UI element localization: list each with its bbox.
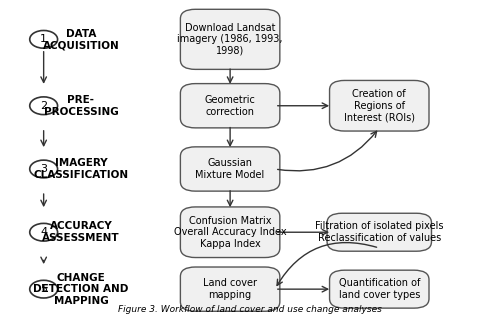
Text: Creation of
Regions of
Interest (ROIs): Creation of Regions of Interest (ROIs)	[344, 89, 415, 122]
Text: Gaussian
Mixture Model: Gaussian Mixture Model	[196, 158, 264, 180]
Text: Confusion Matrix
Overall Accuracy Index
Kappa Index: Confusion Matrix Overall Accuracy Index …	[174, 216, 286, 249]
FancyBboxPatch shape	[180, 84, 280, 128]
Text: CHANGE
DETECTION AND
MAPPING: CHANGE DETECTION AND MAPPING	[34, 272, 128, 306]
Text: ACCURACY
ASSESSMENT: ACCURACY ASSESSMENT	[42, 221, 120, 243]
Circle shape	[30, 160, 58, 178]
FancyBboxPatch shape	[180, 267, 280, 311]
Text: Geometric
correction: Geometric correction	[204, 95, 256, 116]
Text: Figure 3. Workflow of land cover and use change analyses: Figure 3. Workflow of land cover and use…	[118, 306, 382, 315]
FancyBboxPatch shape	[180, 147, 280, 191]
FancyBboxPatch shape	[327, 213, 432, 251]
Text: Quantification of
land cover types: Quantification of land cover types	[338, 278, 420, 300]
Circle shape	[30, 31, 58, 48]
Circle shape	[30, 97, 58, 115]
Text: 4: 4	[40, 227, 47, 237]
Text: Download Landsat
imagery (1986, 1993,
1998): Download Landsat imagery (1986, 1993, 19…	[178, 23, 283, 56]
Text: 3: 3	[40, 164, 47, 174]
Text: Land cover
mapping: Land cover mapping	[203, 278, 257, 300]
FancyBboxPatch shape	[330, 80, 429, 131]
Text: 1: 1	[40, 34, 47, 44]
Text: DATA
ACQUISITION: DATA ACQUISITION	[42, 28, 119, 50]
Text: Filtration of isolated pixels
Reclassification of values: Filtration of isolated pixels Reclassifi…	[315, 221, 444, 243]
FancyBboxPatch shape	[180, 9, 280, 69]
FancyBboxPatch shape	[180, 207, 280, 257]
FancyBboxPatch shape	[330, 270, 429, 308]
Circle shape	[30, 280, 58, 298]
Text: 5: 5	[40, 284, 47, 294]
Text: IMAGERY
CLASSIFICATION: IMAGERY CLASSIFICATION	[34, 158, 128, 180]
Text: PRE-
PROCESSING: PRE- PROCESSING	[44, 95, 118, 116]
Text: 2: 2	[40, 101, 47, 111]
Circle shape	[30, 223, 58, 241]
